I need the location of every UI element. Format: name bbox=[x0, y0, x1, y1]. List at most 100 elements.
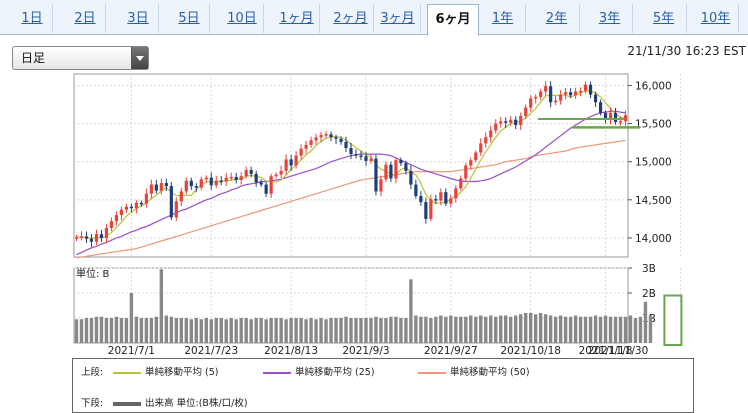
candle-body bbox=[424, 202, 428, 219]
volume-bar bbox=[224, 319, 228, 343]
tab-12[interactable]: 3年 bbox=[587, 4, 633, 33]
interval-select-value: 日足 bbox=[21, 51, 46, 65]
x-tick-label: 2021/9/27 bbox=[424, 345, 478, 357]
volume-bar bbox=[119, 318, 124, 343]
volume-bar bbox=[489, 315, 493, 343]
volume-bar bbox=[444, 316, 448, 343]
candle-body bbox=[104, 228, 109, 238]
x-tick-label: 2021/11/8 bbox=[579, 345, 633, 357]
tab-6[interactable]: 1ヶ月 bbox=[274, 4, 320, 33]
candle-body bbox=[274, 174, 278, 177]
volume-bar bbox=[404, 318, 408, 343]
candle-body bbox=[583, 84, 588, 91]
volume-bar bbox=[384, 318, 388, 343]
candle-body bbox=[539, 91, 543, 97]
candle-body bbox=[374, 158, 378, 192]
ma25-line-icon bbox=[263, 371, 291, 374]
volume-bar bbox=[369, 318, 373, 343]
candle-body bbox=[94, 234, 99, 242]
tab-9[interactable]: 6ヶ月 bbox=[427, 4, 479, 36]
volume-highlight-box bbox=[663, 294, 683, 346]
candle-body bbox=[509, 119, 513, 123]
volume-bar bbox=[264, 319, 268, 343]
volume-bar bbox=[603, 315, 608, 343]
volume-bar-icon bbox=[113, 401, 141, 406]
volume-bar bbox=[259, 318, 263, 343]
legend-item-ma25: 単純移動平均 (25) bbox=[263, 364, 375, 378]
candle-body bbox=[534, 96, 538, 99]
volume-bar bbox=[314, 319, 318, 343]
chevron-down-icon[interactable] bbox=[131, 47, 148, 69]
candle-body bbox=[219, 180, 223, 183]
candle-body bbox=[613, 112, 618, 123]
interval-select[interactable]: 日足 bbox=[12, 46, 149, 70]
volume-bar bbox=[628, 315, 633, 343]
volume-bar bbox=[244, 318, 248, 343]
volume-bar bbox=[573, 315, 578, 343]
volume-bar bbox=[254, 318, 258, 343]
tab-8[interactable]: 3ヶ月 bbox=[375, 4, 421, 33]
volume-bar bbox=[514, 315, 518, 343]
volume-bar bbox=[99, 316, 104, 343]
volume-bar bbox=[359, 318, 363, 343]
volume-bar bbox=[239, 318, 243, 343]
volume-bar bbox=[364, 318, 368, 343]
tab-4[interactable]: 5日 bbox=[169, 4, 210, 33]
volume-bar bbox=[104, 318, 109, 343]
tab-1[interactable]: 1日 bbox=[12, 4, 53, 33]
candle-body bbox=[419, 196, 423, 203]
candle-body bbox=[339, 138, 343, 142]
candle-body bbox=[329, 134, 333, 138]
volume-bar bbox=[89, 318, 94, 343]
candle-body bbox=[524, 107, 528, 116]
candle-body bbox=[179, 191, 183, 202]
volume-bar bbox=[459, 316, 463, 343]
tab-13[interactable]: 5年 bbox=[641, 4, 687, 33]
tab-11[interactable]: 2年 bbox=[534, 4, 580, 33]
candle-body bbox=[84, 236, 89, 239]
volume-bar bbox=[499, 315, 503, 343]
candle-body bbox=[79, 236, 84, 238]
tab-2[interactable]: 2日 bbox=[65, 4, 106, 33]
volume-bar bbox=[354, 318, 358, 343]
candle-body bbox=[484, 137, 488, 144]
volume-bar bbox=[319, 318, 323, 343]
volume-bar bbox=[269, 318, 273, 343]
tab-3[interactable]: 3日 bbox=[118, 4, 159, 33]
candle-body bbox=[593, 94, 598, 103]
candle-body bbox=[174, 201, 178, 218]
volume-bar bbox=[189, 319, 193, 343]
candle-body bbox=[578, 90, 583, 93]
volume-bar bbox=[169, 316, 174, 343]
tab-7[interactable]: 2ヶ月 bbox=[328, 4, 374, 33]
candle-body bbox=[239, 176, 243, 180]
volume-bar bbox=[464, 316, 468, 343]
candle-body bbox=[109, 221, 114, 229]
volume-bar bbox=[164, 315, 169, 343]
candle-body bbox=[529, 98, 533, 108]
tab-10[interactable]: 1年 bbox=[480, 4, 526, 33]
volume-bar bbox=[613, 316, 618, 343]
candle-body bbox=[399, 160, 403, 164]
volume-bar bbox=[134, 316, 139, 343]
volume-bar bbox=[144, 318, 149, 343]
candle-body bbox=[144, 193, 148, 204]
volume-bar bbox=[344, 316, 348, 343]
volume-bar bbox=[154, 316, 159, 343]
candle-body bbox=[454, 188, 458, 199]
tab-5[interactable]: 10日 bbox=[221, 4, 264, 33]
volume-bar bbox=[274, 318, 278, 343]
candle-body bbox=[549, 86, 553, 103]
x-tick-label: 2021/10/18 bbox=[500, 345, 561, 357]
candle-body bbox=[369, 158, 373, 161]
candle-body bbox=[349, 147, 353, 155]
volume-bar bbox=[429, 318, 433, 343]
volume-bar bbox=[204, 318, 208, 343]
volume-bar bbox=[633, 318, 638, 343]
volume-bar bbox=[219, 318, 223, 343]
tab-14[interactable]: 10年 bbox=[693, 4, 739, 33]
volume-bar bbox=[179, 318, 184, 343]
period-tab-bar: 1日 2日 3日 5日 10日 1ヶ月 2ヶ月 3ヶ月 6ヶ月 1年 2年 3年 5年 10年 bbox=[0, 0, 748, 36]
candle-body bbox=[309, 140, 313, 145]
